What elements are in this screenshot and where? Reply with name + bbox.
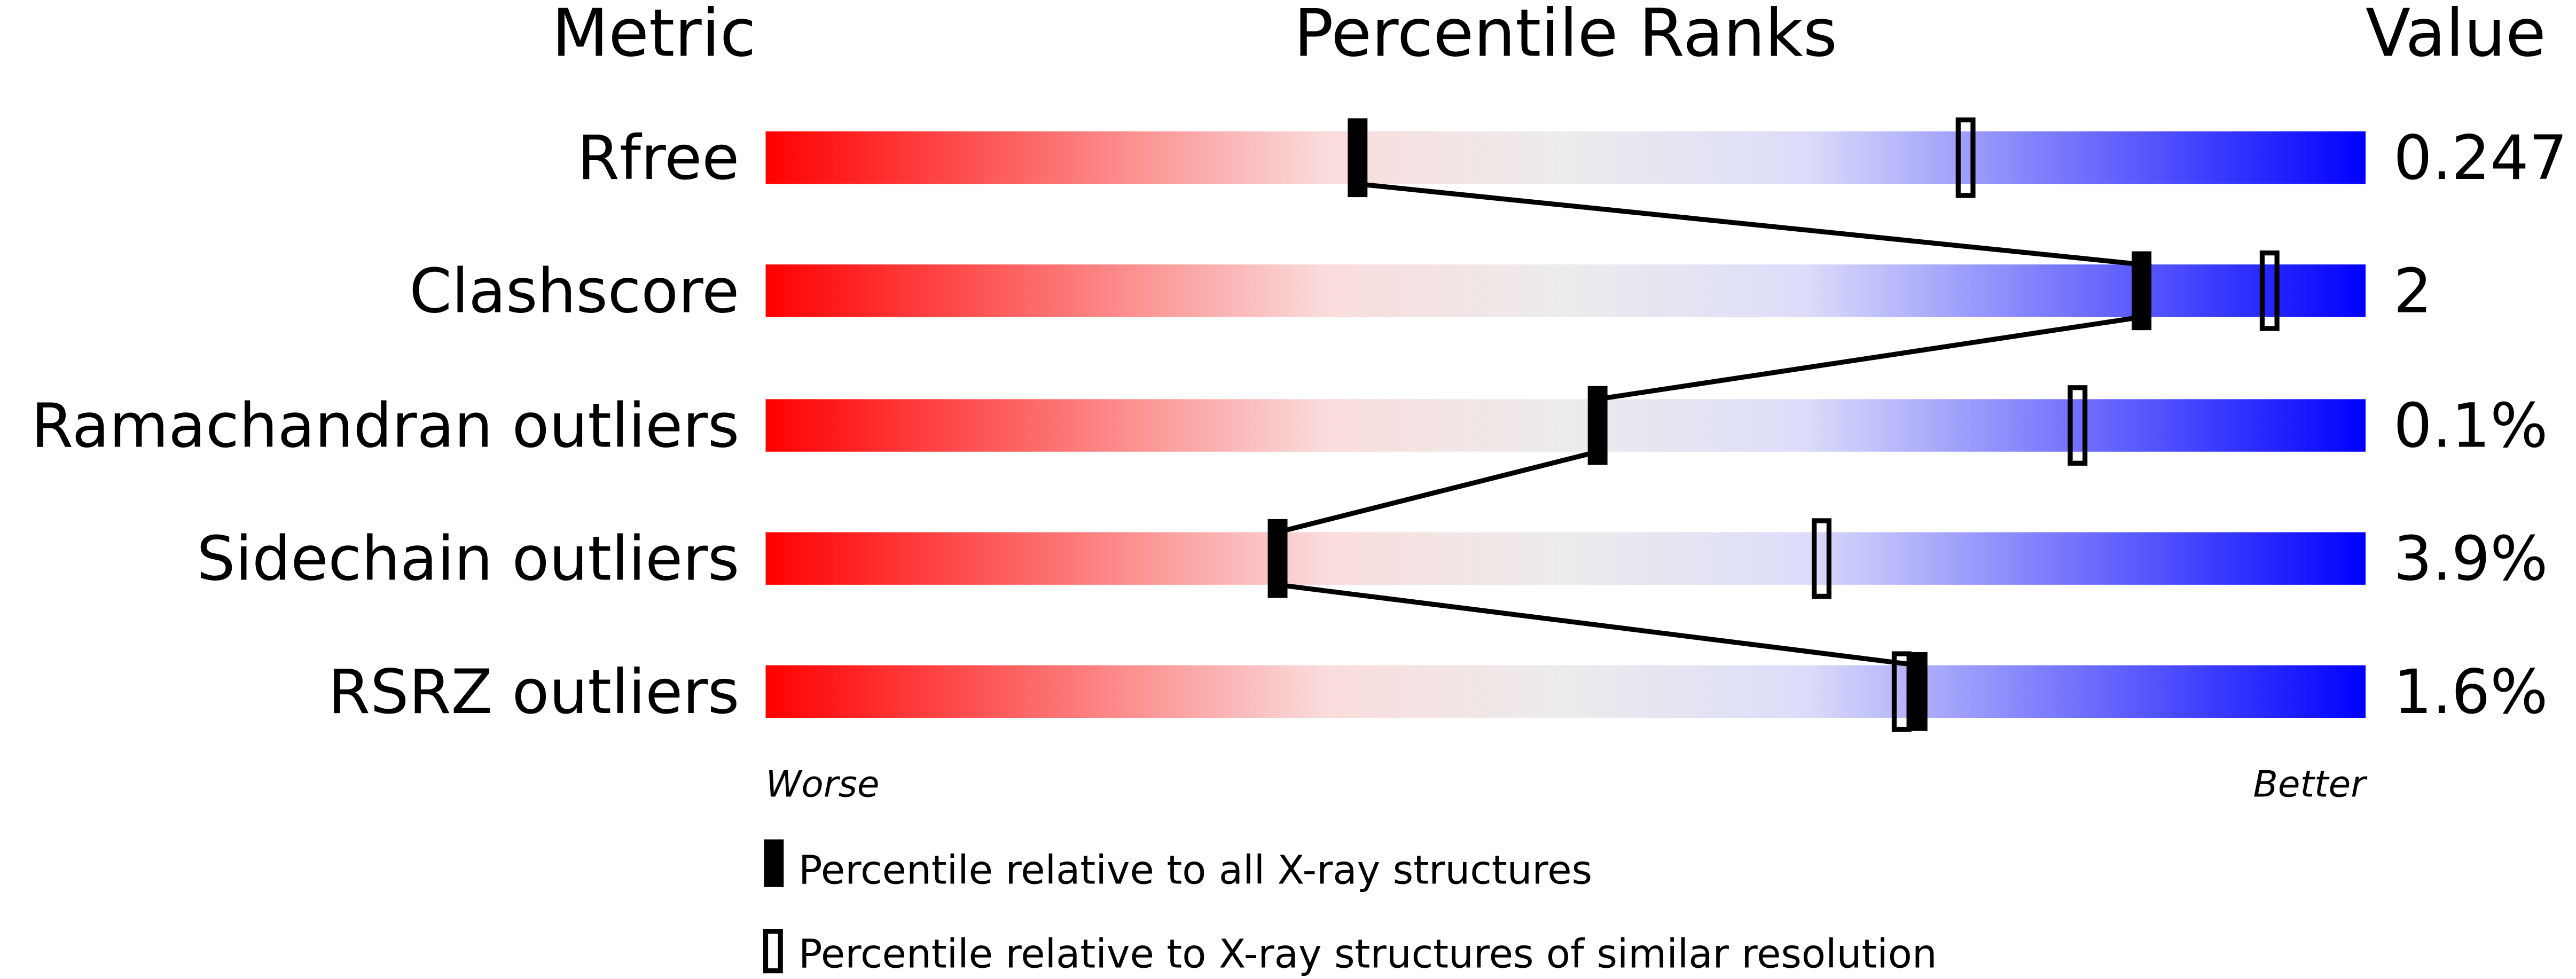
connector-line xyxy=(1357,181,2142,267)
percentile-bar xyxy=(765,532,2366,585)
metric-value: 3.9% xyxy=(2393,523,2548,594)
header-percentile-ranks: Percentile Ranks xyxy=(1294,0,1837,72)
metric-label: Clashscore xyxy=(409,255,739,326)
header-value: Value xyxy=(2366,0,2546,72)
marker-similar-resolution xyxy=(1955,117,1976,198)
metric-value: 2 xyxy=(2393,255,2432,326)
marker-all-structures xyxy=(1267,519,1288,598)
percentile-bar xyxy=(765,131,2366,184)
legend-label-similar: Percentile relative to X-ray structures … xyxy=(798,931,1937,977)
legend-open-marker xyxy=(763,929,783,974)
connector-line xyxy=(1597,315,2142,402)
marker-similar-resolution xyxy=(2259,250,2280,331)
metric-label: Ramachandran outliers xyxy=(31,390,739,461)
metric-label: Sidechain outliers xyxy=(197,523,739,594)
marker-all-structures xyxy=(2132,251,2152,331)
header-metric: Metric xyxy=(552,0,756,72)
metric-value: 1.6% xyxy=(2393,656,2548,727)
metric-value: 0.247 xyxy=(2393,122,2567,193)
metric-label: RSRZ outliers xyxy=(328,656,739,727)
marker-all-structures xyxy=(1348,118,1368,198)
metric-label: Rfree xyxy=(577,122,739,193)
percentile-bar xyxy=(765,399,2366,452)
worse-label: Worse xyxy=(765,763,879,805)
marker-similar-resolution xyxy=(1812,518,1831,599)
percentile-bar xyxy=(765,264,2366,317)
legend-label-all: Percentile relative to all X-ray structu… xyxy=(798,848,1592,894)
marker-similar-resolution xyxy=(2068,385,2088,466)
legend-filled-marker xyxy=(764,839,784,887)
connector-line xyxy=(1277,582,1918,668)
marker-all-structures xyxy=(1907,652,1928,731)
connector-line xyxy=(1277,449,1599,535)
better-label: Better xyxy=(2253,763,2368,805)
metric-value: 0.1% xyxy=(2393,390,2548,461)
marker-all-structures xyxy=(1587,386,1608,465)
percentile-bar xyxy=(765,665,2366,718)
